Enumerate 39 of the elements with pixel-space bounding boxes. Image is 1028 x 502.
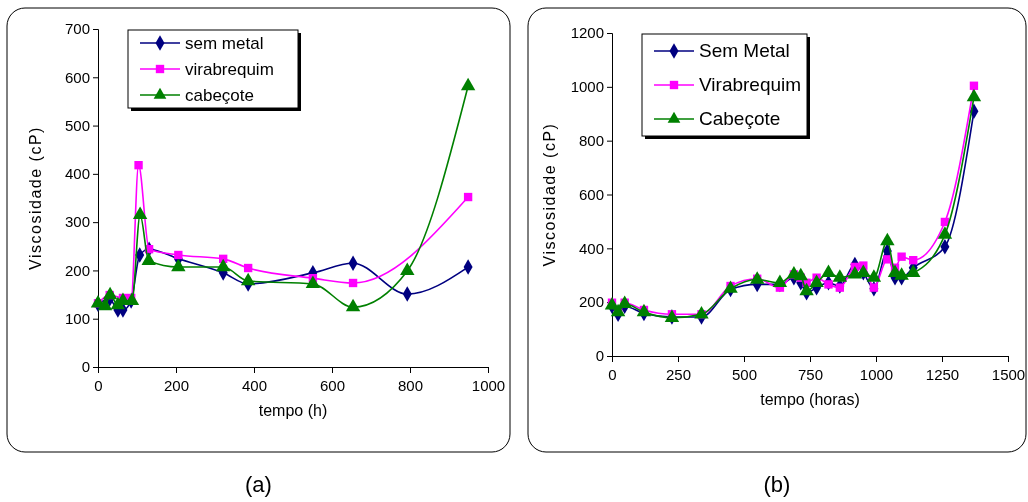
- x-tick-label: 600: [319, 377, 346, 394]
- x-tick-label: 200: [163, 377, 190, 394]
- legend-label: virabrequim: [185, 60, 274, 79]
- y-tick-label: 200: [64, 261, 90, 279]
- y-tick-label: 800: [578, 131, 604, 149]
- y-tick-label: 1000: [570, 78, 604, 96]
- x-tick-label: 800: [397, 377, 424, 394]
- y-tick-label: 700: [64, 20, 90, 38]
- legend-label: Virabrequim: [699, 74, 802, 95]
- legend-label: Sem Metal: [699, 40, 790, 61]
- legend-label: Cabeçote: [699, 108, 781, 129]
- legend-label: cabeçote: [185, 86, 254, 105]
- x-axis-title: tempo (horas): [760, 391, 860, 408]
- x-tick-label: 1500: [991, 366, 1026, 383]
- text: (a): [245, 472, 272, 497]
- legend-label: sem metal: [185, 34, 264, 53]
- y-tick-label: 100: [64, 310, 90, 328]
- y-tick-label: 500: [64, 116, 90, 134]
- x-tick-label: 1250: [925, 366, 960, 383]
- x-tick-label: 750: [797, 366, 824, 383]
- x-tick-label: 1000: [859, 366, 894, 383]
- y-tick-label: 1200: [570, 24, 604, 42]
- x-tick-label: 500: [731, 366, 758, 383]
- x-tick-label: 0: [608, 366, 617, 383]
- y-tick-label: 200: [578, 293, 604, 311]
- y-tick-label: 300: [64, 213, 90, 231]
- y-tick-label: 400: [64, 165, 90, 183]
- x-axis-title: tempo (h): [258, 402, 328, 419]
- x-tick-label: 1000: [471, 377, 506, 394]
- y-tick-label: 400: [578, 239, 604, 257]
- y-tick-label: 0: [595, 347, 604, 365]
- y-tick-label: 600: [578, 185, 604, 203]
- x-tick-label: 400: [241, 377, 268, 394]
- y-axis-title: Viscosidade (cP): [27, 126, 44, 270]
- text: (b): [763, 472, 791, 497]
- x-tick-label: 0: [94, 377, 103, 394]
- y-tick-label: 600: [64, 68, 90, 86]
- x-tick-label: 250: [665, 366, 692, 383]
- y-axis-title: Viscosidade (cP): [541, 122, 558, 267]
